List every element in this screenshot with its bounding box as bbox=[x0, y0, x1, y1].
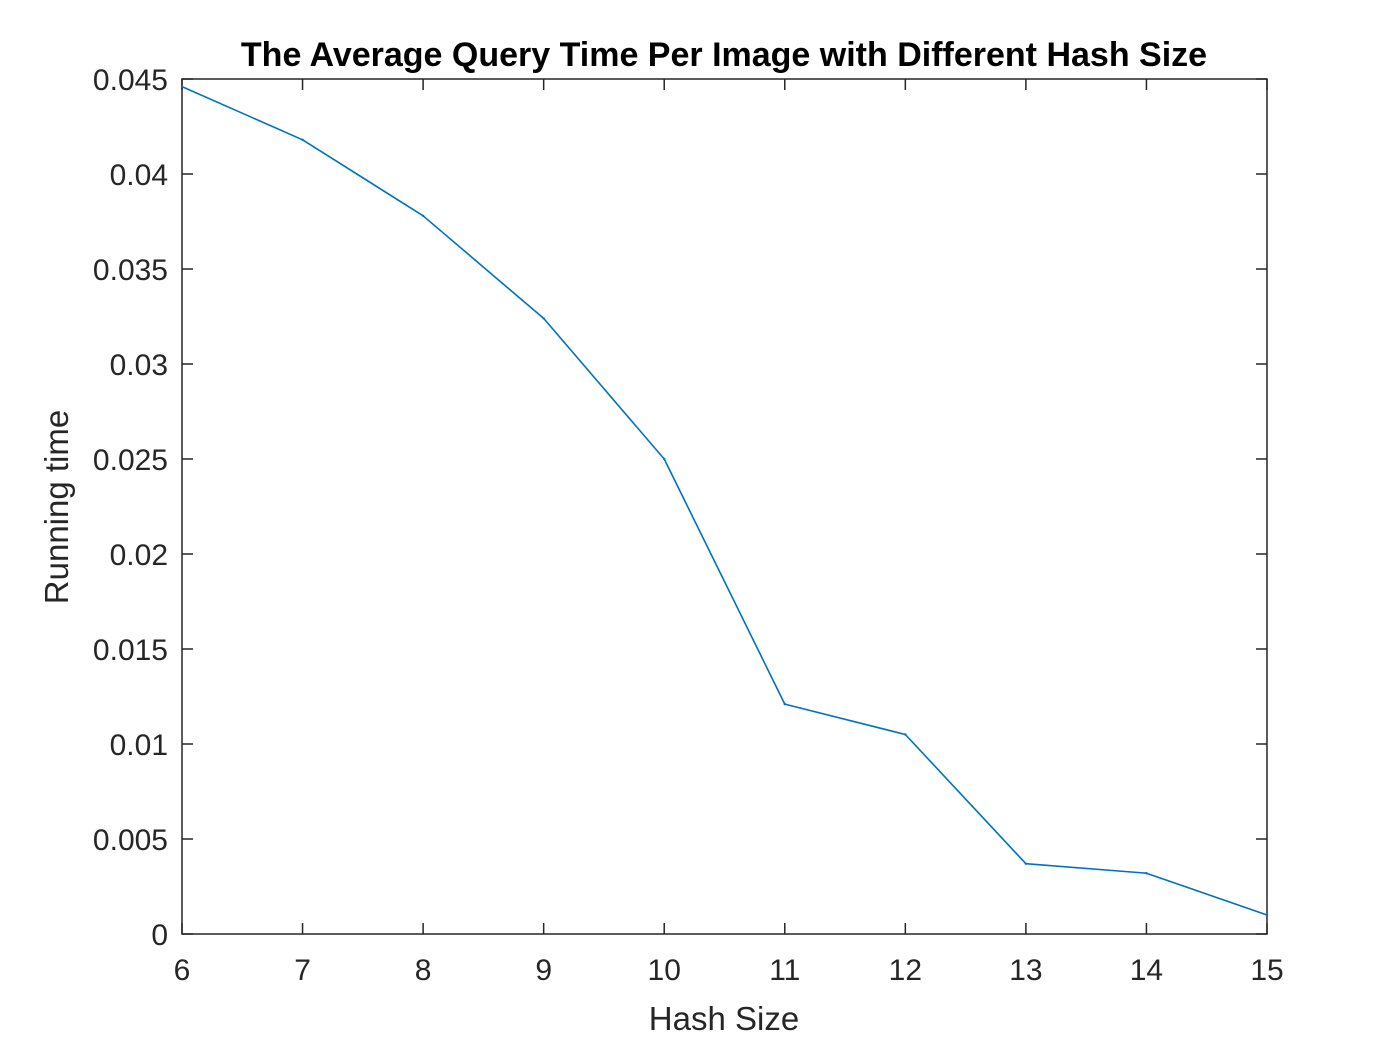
x-tick-label: 15 bbox=[1250, 954, 1283, 987]
y-tick-label: 0.045 bbox=[93, 64, 168, 97]
y-axis-label: Running time bbox=[38, 410, 75, 604]
y-tick-label: 0.025 bbox=[93, 444, 168, 477]
x-tick-label: 7 bbox=[294, 954, 311, 987]
axes-box bbox=[181, 78, 1268, 935]
data-point bbox=[1265, 913, 1269, 917]
y-tick-label: 0.015 bbox=[93, 634, 168, 667]
data-point bbox=[904, 733, 907, 736]
data-point bbox=[421, 214, 425, 217]
x-tick-label: 10 bbox=[648, 954, 681, 987]
data-point bbox=[301, 138, 304, 141]
x-tick-label: 6 bbox=[174, 954, 191, 987]
x-tick-label: 11 bbox=[769, 954, 800, 987]
data-point bbox=[180, 85, 184, 88]
x-tick-label: 8 bbox=[415, 954, 432, 987]
y-tick-label: 0.035 bbox=[93, 254, 168, 287]
data-point bbox=[542, 317, 545, 320]
y-tick-label: 0.03 bbox=[110, 349, 168, 382]
y-tick-label: 0.02 bbox=[110, 539, 168, 572]
x-tick-label: 9 bbox=[535, 954, 552, 987]
x-tick-label: 14 bbox=[1130, 954, 1163, 987]
series-line bbox=[181, 85, 1268, 916]
data-point bbox=[1024, 862, 1028, 865]
data-point bbox=[1145, 872, 1148, 875]
y-tick-label: 0.005 bbox=[93, 824, 168, 857]
x-tick-label: 13 bbox=[1009, 954, 1042, 987]
x-axis-label: Hash Size bbox=[649, 1000, 799, 1037]
plot-area: 6 7 8 9 10 11 12 13 14 15 0 0.005 0.01 0.015 0.02 0.025… bbox=[93, 64, 1284, 987]
data-point bbox=[783, 702, 786, 706]
data-point bbox=[663, 457, 666, 461]
chart-title: The Average Query Time Per Image with Di… bbox=[241, 36, 1207, 74]
y-tick-label: 0.01 bbox=[110, 729, 168, 762]
y-tick-label: 0 bbox=[151, 919, 168, 952]
x-tick-label: 12 bbox=[889, 954, 922, 987]
y-tick-label: 0.04 bbox=[110, 159, 168, 192]
